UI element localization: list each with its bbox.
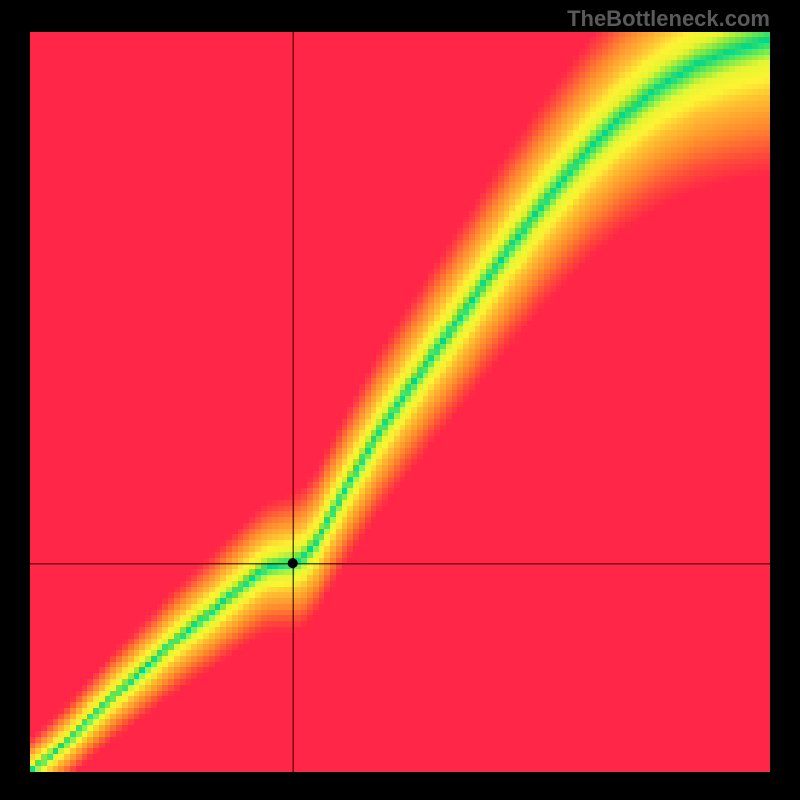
watermark-text: TheBottleneck.com xyxy=(567,6,770,32)
bottleneck-heatmap xyxy=(30,32,770,772)
heatmap-canvas xyxy=(30,32,770,772)
